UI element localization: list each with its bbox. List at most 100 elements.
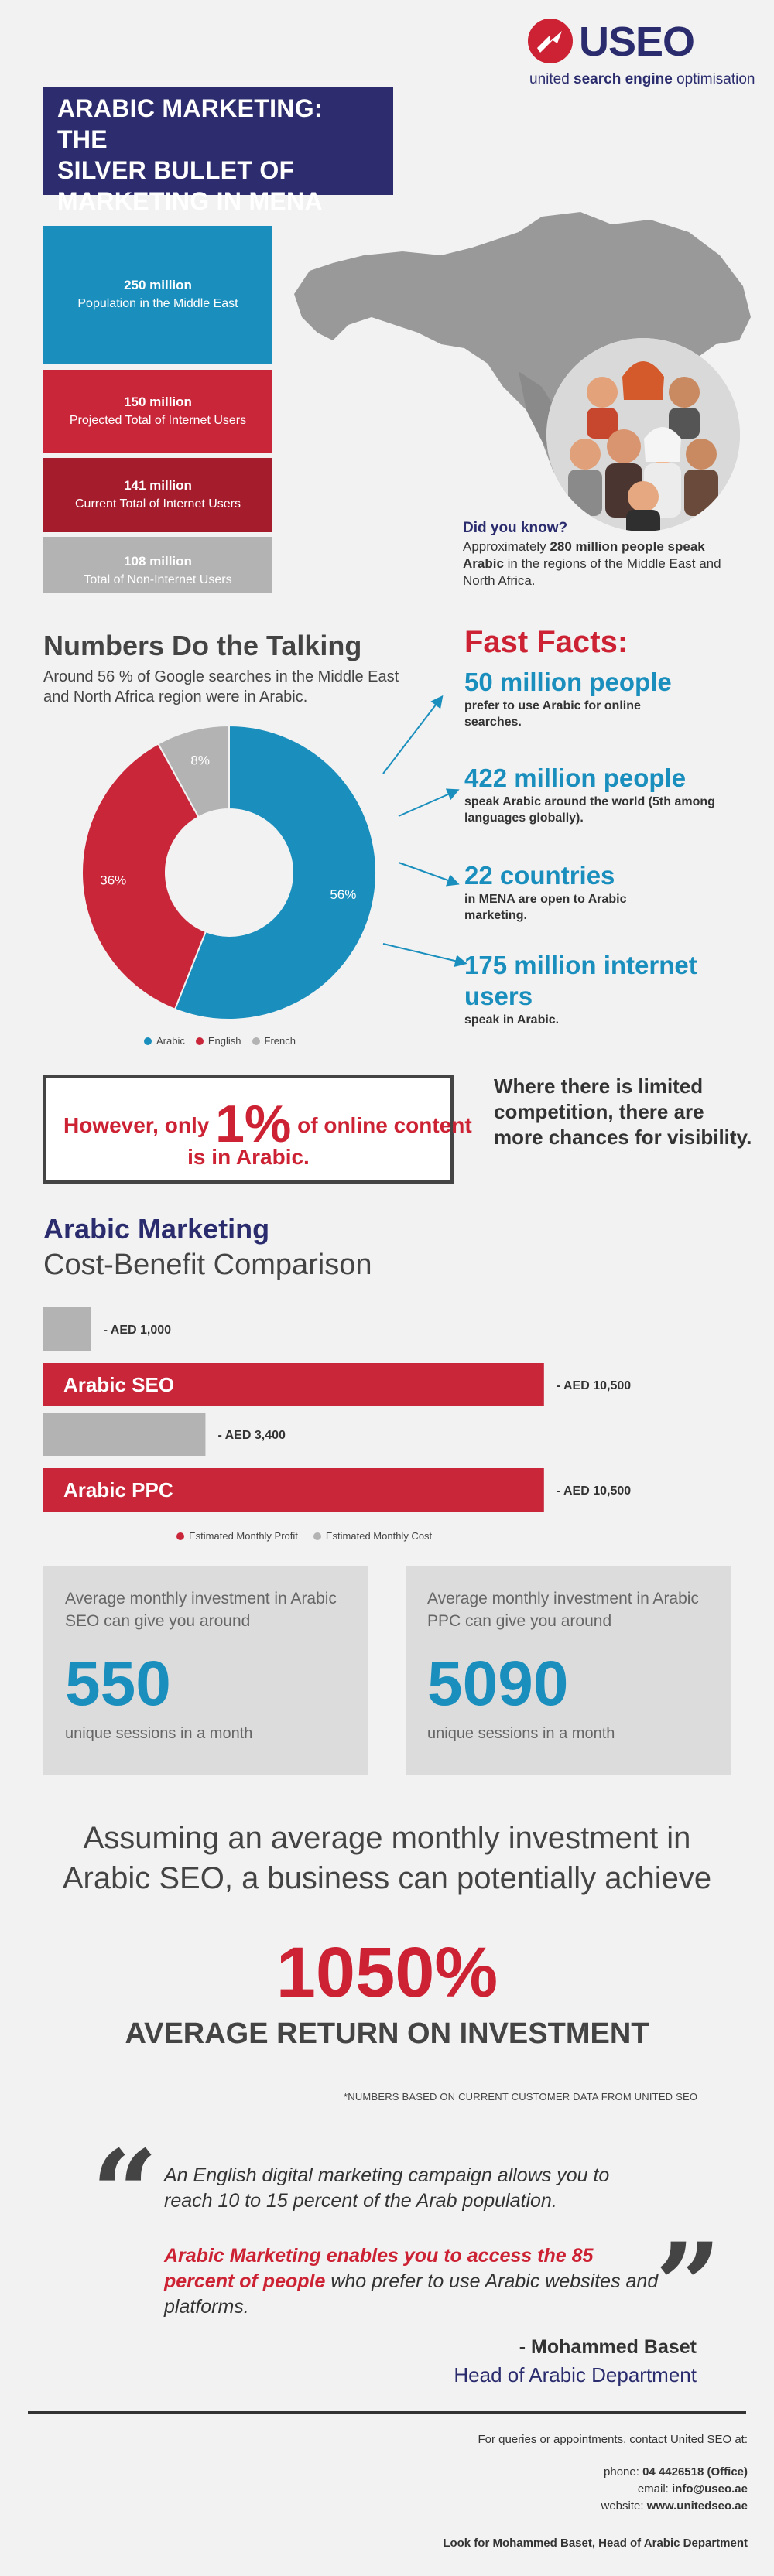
stat-desc: Total of Non-Internet Users — [84, 573, 232, 586]
bar-value-label: - AED 10,500 — [557, 1484, 631, 1498]
donut-slice-english — [81, 743, 207, 1010]
did-you-know: Did you know? Approximately 280 million … — [463, 520, 741, 589]
numbers-subtitle: Around 56 % of Google searches in the Mi… — [43, 668, 399, 705]
stat-projected-users: 150 million Projected Total of Internet … — [43, 370, 272, 453]
fast-fact-big: 422 million people — [464, 764, 687, 792]
cost-bar — [43, 1413, 206, 1456]
stat-population: 250 million Population in the Middle Eas… — [43, 226, 272, 364]
fast-fact-small: speak Arabic around the world (5th among… — [464, 795, 715, 825]
logo-wordmark: USEO — [579, 19, 695, 65]
sessions-unit: unique sessions in a month — [427, 1725, 615, 1742]
cost-benefit-bar-chart: - AED 1,000 Arabic SEO - AED 10,500 - AED 3… — [43, 1307, 631, 1512]
donut-label: 56% — [330, 887, 356, 902]
fast-fact-small: in MENA are open to Arabic marketing. — [464, 893, 627, 922]
quote-author: - Mohammed Baset — [519, 2336, 697, 2358]
roi-number: 1050% — [276, 1933, 498, 2012]
legend-item-profit: Estimated Monthly Profit — [176, 1530, 298, 1542]
stat-number: 141 million — [124, 478, 192, 493]
arrow-3 — [398, 862, 460, 887]
bar-value-label: - AED 1,000 — [104, 1324, 172, 1337]
stat-desc: Projected Total of Internet Users — [69, 414, 247, 427]
open-quote-icon: “ — [91, 2125, 159, 2261]
legend-item-cost: Estimated Monthly Cost — [313, 1530, 432, 1542]
fast-fact-big: 22 countries — [464, 861, 615, 890]
logo-tagline: united search engine optimisation — [529, 71, 755, 87]
visibility-text: Where there is limited competition, ther… — [494, 1074, 752, 1149]
arrow-1 — [382, 695, 444, 774]
sessions-number: 550 — [65, 1648, 171, 1719]
roi-label: AVERAGE RETURN ON INVESTMENT — [125, 2017, 649, 2050]
useo-logo-mark-icon — [528, 19, 573, 63]
callout-line-2: is in Arabic. — [187, 1145, 310, 1169]
stat-number: 108 million — [124, 554, 192, 569]
stat-number: 250 million — [124, 278, 192, 292]
did-you-know-heading: Did you know? — [463, 520, 568, 536]
did-you-know-text: Approximately 280 million people speak A… — [463, 539, 721, 588]
sessions-text: Average monthly investment in Arabic PPC… — [427, 1590, 699, 1630]
bar-legend: Estimated Monthly Profit Estimated Month… — [176, 1530, 432, 1542]
title-line: SILVER BULLET OF — [57, 156, 295, 184]
bar-value-label: - AED 3,400 — [217, 1429, 286, 1442]
donut-label: 8% — [190, 753, 210, 768]
contact-look-for: Look for Mohammed Baset, Head of Arabic … — [443, 2537, 748, 2550]
cost-bar — [43, 1307, 91, 1351]
fast-fact-big: 50 million people — [464, 668, 672, 696]
sessions-text: Average monthly investment in Arabic SEO… — [65, 1590, 337, 1630]
bar-category-label: Arabic PPC — [63, 1478, 173, 1502]
fast-fact-item: 422 million people speak Arabic around t… — [464, 763, 759, 826]
ppc-sessions-card: Average monthly investment in Arabic PPC… — [406, 1566, 731, 1775]
title-line: MARKETING IN MENA — [57, 187, 323, 215]
callout-line-1: However, only 1% of online content — [63, 1095, 472, 1153]
numbers-title: Numbers Do the Talking — [43, 630, 362, 661]
cost-benefit-title: Arabic Marketing — [43, 1213, 270, 1245]
legend-item-english: English — [195, 1035, 241, 1047]
fast-fact-small: speak in Arabic. — [464, 1013, 560, 1027]
arabic-content-callout: However, only 1% of online content is in… — [43, 1075, 472, 1184]
roi-text: Assuming an average monthly investment i… — [62, 1821, 712, 1895]
sessions-number: 5090 — [427, 1648, 569, 1719]
contact-phone: phone: 04 4426518 (Office) — [604, 2465, 748, 2479]
contact-email[interactable]: email: info@useo.ae — [637, 2482, 748, 2496]
fast-facts-title: Fast Facts: — [464, 625, 628, 659]
cost-benefit-subtitle: Cost-Benefit Comparison — [43, 1249, 372, 1281]
useo-logo: USEO united search engine optimisation — [526, 17, 755, 94]
stat-desc: Population in the Middle East — [77, 297, 238, 310]
stat-non-internet: 108 million Total of Non-Internet Users — [43, 537, 272, 593]
donut-slice-arabic — [173, 724, 377, 1020]
main-title: ARABIC MARKETING: THE SILVER BULLET OF M… — [43, 87, 393, 215]
donut-slice-french — [157, 724, 230, 818]
sessions-unit: unique sessions in a month — [65, 1725, 253, 1742]
stat-number: 150 million — [124, 395, 192, 409]
people-illustration — [546, 338, 740, 531]
connector-arrows — [382, 695, 467, 968]
footer-divider — [28, 2411, 746, 2414]
arrow-2 — [398, 788, 460, 817]
arrow-4 — [382, 943, 467, 968]
donut-legend: Arabic English French — [144, 1035, 296, 1047]
legend-item-arabic: Arabic — [144, 1035, 185, 1047]
fast-fact-item: 175 million internet users speak in Arab… — [464, 950, 759, 1028]
fast-fact-item: 50 million people prefer to use Arabic f… — [464, 667, 759, 730]
donut-label: 36% — [100, 873, 126, 887]
fast-fact-item: 22 countries in MENA are open to Arabic … — [464, 860, 759, 924]
contact-website[interactable]: website: www.unitedseo.ae — [601, 2499, 748, 2513]
title-line: ARABIC MARKETING: THE — [57, 94, 323, 153]
bar-category-label: Arabic SEO — [63, 1373, 174, 1396]
language-donut-chart: 56% 36% 8% — [81, 724, 377, 1020]
contact-block: For queries or appointments, contact Uni… — [283, 2431, 748, 2552]
quote-paragraph-2: Arabic Marketing enables you to access t… — [164, 2245, 659, 2318]
roi-footnote: *NUMBERS BASED ON CURRENT CUSTOMER DATA … — [344, 2091, 698, 2103]
close-quote-icon: ” — [655, 2218, 722, 2354]
fast-fact-small: prefer to use Arabic for online searches… — [464, 699, 641, 729]
bar-value-label: - AED 10,500 — [557, 1379, 631, 1392]
profit-bar — [43, 1468, 544, 1512]
legend-item-french: French — [252, 1035, 296, 1047]
stat-current-users: 141 million Current Total of Internet Us… — [43, 458, 272, 532]
quote-paragraph-1: An English digital marketing campaign al… — [164, 2164, 610, 2212]
stat-desc: Current Total of Internet Users — [74, 497, 241, 511]
contact-intro: For queries or appointments, contact Uni… — [478, 2433, 748, 2446]
quote-author-role: Head of Arabic Department — [454, 2363, 697, 2386]
fast-fact-big: 175 million internet users — [464, 951, 697, 1010]
seo-sessions-card: Average monthly investment in Arabic SEO… — [43, 1566, 368, 1775]
profit-bar — [43, 1363, 544, 1406]
